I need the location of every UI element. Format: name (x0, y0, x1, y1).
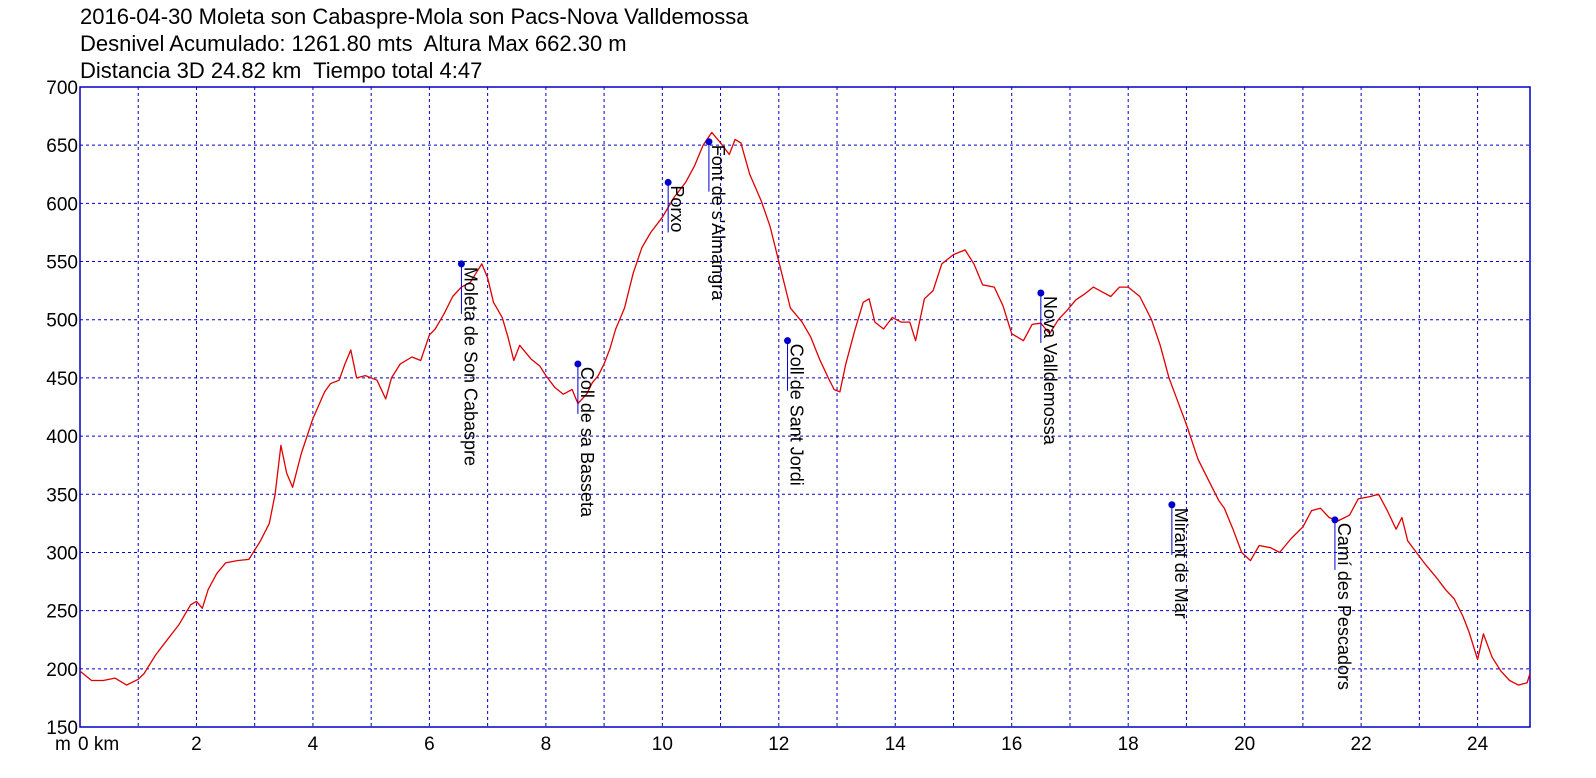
waypoint-label: Coll de sa Basseta (577, 367, 597, 518)
x-tick-label: 10 (652, 734, 673, 755)
title-line-route: 2016-04-30 Moleta son Cabaspre-Mola son … (80, 4, 749, 29)
title-line-ascent: Desnivel Acumulado: 1261.80 mts Altura M… (80, 31, 627, 56)
waypoint-label: Font de s'Almangra (708, 145, 728, 302)
waypoint-marker (1331, 516, 1339, 524)
waypoint-label: Moleta de Son Cabaspre (460, 267, 480, 466)
y-axis-unit-label: m (55, 734, 71, 755)
x-tick-label: 16 (1001, 734, 1022, 755)
x-tick-label: 0 km (78, 734, 119, 755)
waypoint: Coll de Sant Jordi (784, 337, 807, 486)
y-tick-label: 150 (46, 718, 78, 739)
waypoint-marker (1037, 289, 1045, 297)
waypoint: Coll de sa Basseta (574, 360, 597, 518)
y-tick-label: 550 (46, 253, 78, 274)
plot-frame (79, 86, 1531, 728)
axes-layer: 150 200 250 300 350 400 450 500 550 600 650 700 m 0 k… (46, 78, 1531, 755)
x-tick-label: 12 (768, 734, 789, 755)
waypoint-label: Nova Valldemossa (1040, 296, 1060, 446)
waypoint-marker (784, 337, 792, 345)
waypoint: Camí des Pescadors (1331, 516, 1354, 690)
y-tick-label: 450 (46, 369, 78, 390)
y-tick-label: 350 (46, 485, 78, 506)
grid-layer (80, 87, 1530, 727)
title-line-distance: Distancia 3D 24.82 km Tiempo total 4:47 (80, 58, 483, 83)
y-tick-label: 400 (46, 427, 78, 448)
series-layer (79, 131, 1531, 686)
waypoint-layer: Moleta de Son Cabaspre Coll de sa Basseta… (457, 138, 1354, 690)
waypoint-label: Porxo (667, 185, 687, 232)
waypoint: Font de s'Almangra (705, 138, 728, 302)
waypoint: Mirant de Mar (1168, 501, 1191, 619)
x-tick-label: 18 (1118, 734, 1139, 755)
y-tick-label: 700 (46, 78, 78, 99)
waypoint-marker (664, 178, 672, 186)
y-tick-label: 200 (46, 660, 78, 681)
x-tick-label: 22 (1351, 734, 1372, 755)
y-tick-label: 600 (46, 194, 78, 215)
y-tick-label: 500 (46, 311, 78, 332)
waypoint-marker (457, 260, 465, 268)
x-tick-label: 8 (541, 734, 552, 755)
y-tick-label: 250 (46, 602, 78, 623)
waypoint-marker (705, 138, 713, 146)
x-tick-label: 6 (424, 734, 435, 755)
waypoint-marker (574, 360, 582, 368)
y-tick-label: 650 (46, 136, 78, 157)
x-tick-label: 20 (1234, 734, 1255, 755)
waypoint-label: Coll de Sant Jordi (787, 344, 807, 486)
x-tick-label: 4 (308, 734, 319, 755)
elevation-line (79, 131, 1531, 686)
x-tick-label: 24 (1467, 734, 1489, 755)
x-tick-label: 2 (191, 734, 202, 755)
waypoint: Nova Valldemossa (1037, 289, 1060, 446)
waypoint: Porxo (664, 178, 687, 232)
chart-title: 2016-04-30 Moleta son Cabaspre-Mola son … (80, 3, 749, 84)
waypoint-marker (1168, 501, 1176, 509)
x-tick-label: 14 (885, 734, 907, 755)
waypoint-label: Mirant de Mar (1171, 508, 1191, 619)
y-tick-label: 300 (46, 543, 78, 564)
waypoint: Moleta de Son Cabaspre (457, 260, 480, 466)
waypoint-label: Camí des Pescadors (1334, 523, 1354, 690)
